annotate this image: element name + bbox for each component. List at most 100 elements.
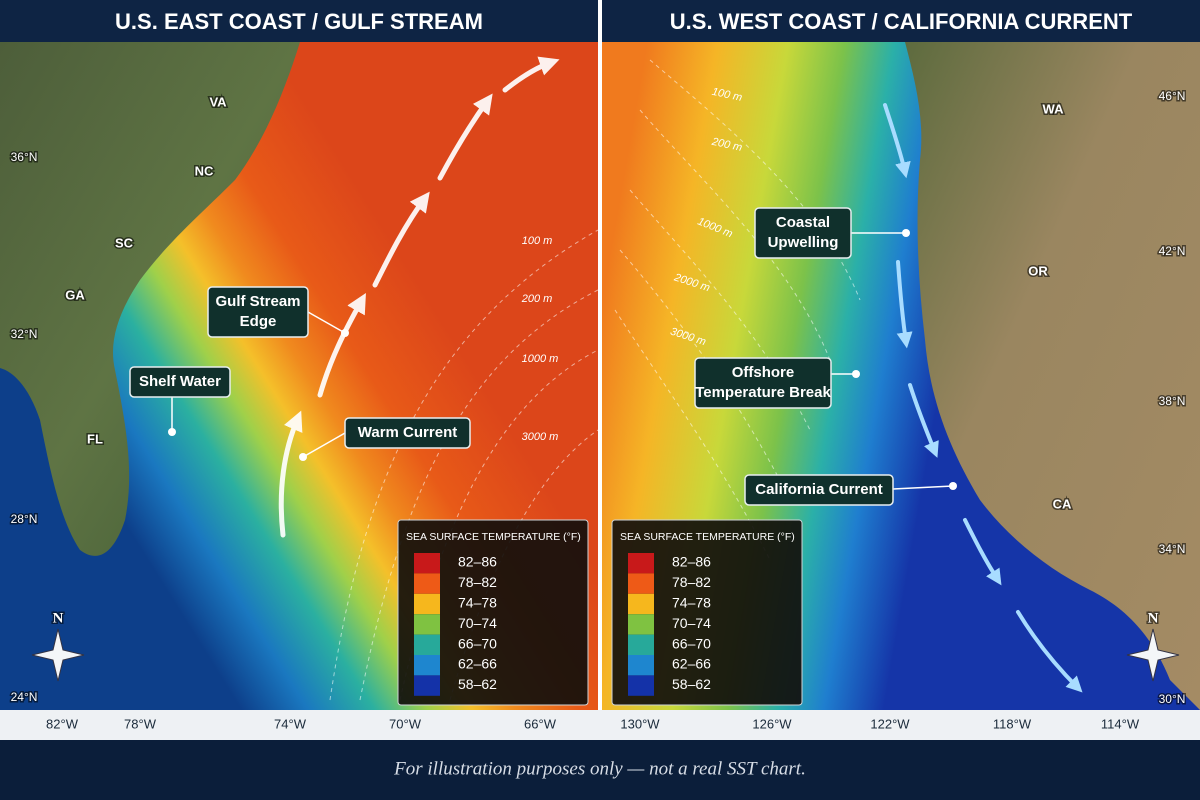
region-label: SC [115, 235, 134, 250]
callout-dot [949, 482, 957, 490]
callout-leader [892, 485, 954, 490]
depth-label: 1000 m [522, 353, 559, 365]
depth-label: 100 m [522, 235, 553, 247]
callout-leader [307, 311, 346, 334]
legend-swatch [628, 634, 654, 655]
callout-dot [852, 370, 860, 378]
region-label: NC [195, 163, 214, 178]
compass-label: N [1148, 610, 1159, 626]
callout-dot [168, 428, 176, 436]
footer-note: For illustration purposes only — not a r… [393, 758, 806, 779]
legend-box [397, 519, 589, 706]
legend-label: 82–86 [672, 554, 711, 570]
compass-rose [31, 628, 85, 682]
region-label: FL [87, 431, 103, 446]
longitude-label: 122°W [870, 716, 910, 731]
panel-title: U.S. WEST COAST / CALIFORNIA CURRENT [670, 9, 1133, 34]
callout-text: Upwelling [768, 234, 839, 251]
legend-swatch [628, 553, 654, 574]
legend-label: 78–82 [458, 574, 497, 590]
longitude-label: 114°W [1101, 716, 1140, 731]
latitude-label: 28°N [11, 512, 38, 526]
callout-box [344, 417, 471, 449]
callout-dot [299, 453, 307, 461]
legend-title: SEA SURFACE TEMPERATURE (°F) [406, 531, 581, 543]
latitude-label: 30°N [1159, 692, 1186, 706]
longitude-label: 74°W [274, 716, 307, 731]
longitude-label: 82°W [46, 716, 79, 731]
callout-text: Offshore [732, 364, 795, 381]
region-label: GA [65, 287, 85, 302]
legend-box [611, 519, 803, 706]
legend-label: 70–74 [672, 615, 711, 631]
axis-strip [0, 710, 1200, 740]
region-label: OR [1028, 263, 1048, 278]
panel-title: U.S. EAST COAST / GULF STREAM [115, 9, 483, 34]
legend-swatch [414, 655, 440, 676]
longitude-label: 66°W [524, 716, 557, 731]
legend-label: 66–70 [672, 635, 711, 651]
legend-title: SEA SURFACE TEMPERATURE (°F) [620, 531, 795, 543]
legend-label: 70–74 [458, 615, 497, 631]
callout-dot [341, 329, 349, 337]
compass-label: N [53, 610, 64, 626]
callout-box [694, 357, 832, 409]
legend-swatch [414, 675, 440, 696]
latitude-label: 34°N [1159, 542, 1186, 556]
legend-swatch [414, 573, 440, 594]
callout-leader [302, 432, 346, 458]
legend-swatch [414, 634, 440, 655]
legend-label: 62–66 [672, 656, 711, 672]
callout-text: Temperature Break [695, 384, 831, 401]
latitude-label: 46°N [1159, 89, 1186, 103]
longitude-label: 130°W [620, 716, 660, 731]
legend-swatch [628, 593, 654, 615]
longitude-label: 78°W [124, 716, 157, 731]
longitude-label: 126°W [752, 716, 792, 731]
legend-label: 74–78 [672, 595, 711, 611]
panel-divider [598, 0, 602, 740]
region-label: WA [1043, 101, 1065, 116]
region-label: VA [209, 94, 227, 109]
panel-header [0, 0, 598, 42]
depth-label: 3000 m [522, 431, 559, 443]
legend-label: 78–82 [672, 574, 711, 590]
callout-box [129, 366, 231, 398]
longitude-label: 118°W [993, 716, 1032, 731]
legend-label: 58–62 [458, 676, 497, 692]
east-map [0, 42, 598, 710]
legend-swatch [414, 593, 440, 615]
callout-text: Gulf Stream [215, 293, 300, 310]
callout-text: Edge [240, 313, 277, 330]
legend-swatch [628, 655, 654, 676]
longitude-label: 70°W [389, 716, 422, 731]
legend-swatch [628, 573, 654, 594]
legend-label: 82–86 [458, 554, 497, 570]
legend-swatch [628, 614, 654, 635]
latitude-label: 42°N [1159, 244, 1186, 258]
depth-label: 200 m [521, 293, 553, 305]
callout-text: Coastal [776, 214, 830, 231]
legend-label: 74–78 [458, 595, 497, 611]
callout-text: California Current [755, 481, 883, 498]
panel-header [602, 0, 1200, 42]
compass-rose [1126, 628, 1180, 682]
callout-box [207, 286, 309, 338]
legend-label: 66–70 [458, 635, 497, 651]
callout-text: Warm Current [358, 424, 457, 441]
callout-text: Shelf Water [139, 373, 221, 390]
latitude-label: 24°N [11, 690, 38, 704]
latitude-label: 32°N [11, 327, 38, 341]
legend-swatch [414, 614, 440, 635]
callout-dot [902, 229, 910, 237]
legend-label: 58–62 [672, 676, 711, 692]
region-label: CA [1053, 496, 1072, 511]
callout-box [754, 207, 852, 259]
legend-swatch [414, 553, 440, 574]
legend-swatch [628, 675, 654, 696]
legend-label: 62–66 [458, 656, 497, 672]
callout-box [744, 474, 894, 506]
latitude-label: 38°N [1159, 394, 1186, 408]
latitude-label: 36°N [11, 150, 38, 164]
